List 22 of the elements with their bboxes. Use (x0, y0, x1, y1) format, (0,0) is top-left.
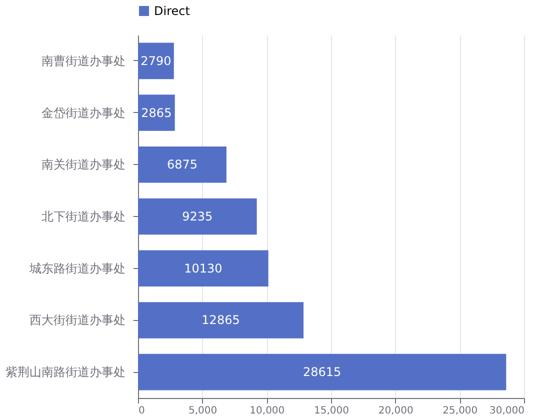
y-tick-label: 北下街道办事处 (42, 210, 126, 224)
x-tick-label: 10,000 (250, 406, 285, 416)
x-tick-label: 30,000 (490, 406, 524, 416)
data-label: 9235 (182, 210, 213, 224)
y-tick-label: 南曹街道办事处 (42, 54, 126, 68)
data-label: 28615 (302, 365, 342, 380)
y-tick-label: 城东路街道办事处 (28, 261, 126, 276)
legend-label: Direct (154, 4, 190, 18)
x-tick-label: 15,000 (314, 406, 349, 416)
data-label: 12865 (202, 313, 240, 328)
data-label: 2790 (140, 54, 172, 68)
data-label: 10130 (184, 261, 222, 276)
data-label: 6875 (166, 158, 198, 172)
y-tick-label: 南关街道办事处 (42, 158, 126, 172)
x-tick-label: 20,000 (378, 406, 414, 416)
x-tick-label: 25,000 (442, 406, 478, 416)
y-tick-label: 金岱街道办事处 (42, 106, 126, 120)
data-label: 2865 (141, 106, 172, 120)
y-tick-label: 西大街街道办事处 (30, 313, 126, 328)
y-tick-label: 紫荆山南路街道办事处 (6, 365, 126, 380)
x-tick-label: 5,000 (188, 406, 218, 416)
x-tick-label: 0 (138, 406, 145, 416)
